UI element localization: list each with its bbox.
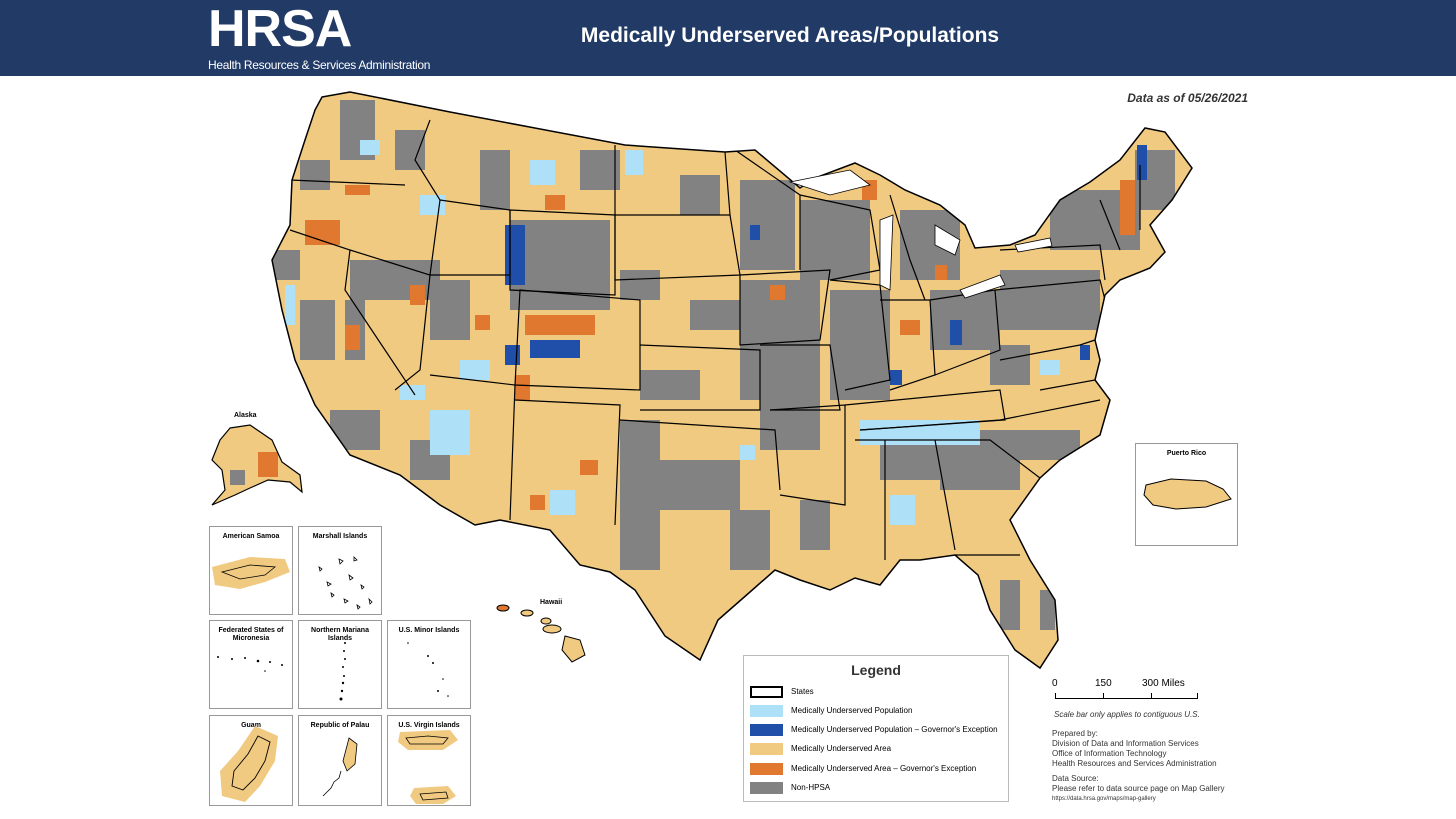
us-map <box>211 91 1193 670</box>
header-banner: HRSA Health Resources & Services Adminis… <box>0 0 1456 76</box>
hawaii-map <box>496 604 586 663</box>
legend-label: States <box>791 687 814 696</box>
guam-inset: Guam <box>209 715 293 806</box>
data-source-label: Data Source: <box>1052 774 1099 783</box>
alaska-label: Alaska <box>234 412 257 419</box>
american-samoa-inset: American Samoa <box>209 526 293 615</box>
legend-label: Medically Underserved Population – Gover… <box>791 725 998 734</box>
legend-label: Medically Underserved Area <box>791 744 892 753</box>
inset-title-wrap: Federated States of Micronesia <box>210 627 292 643</box>
inset-title: Marshall Islands <box>312 533 368 540</box>
inset-title: Northern Mariana Islands <box>311 627 369 642</box>
marshall-islands-map <box>318 556 373 610</box>
legend-swatch <box>750 705 783 717</box>
palau-inset: Republic of Palau <box>298 715 382 806</box>
scale-tick-mark <box>1103 693 1104 699</box>
scale-tick-300: 300 Miles <box>1142 678 1185 689</box>
logo-wordmark: HRSA <box>208 0 352 58</box>
legend-swatch <box>750 686 783 698</box>
us-minor-islands-map <box>407 642 449 697</box>
logo-subtitle: Health Resources & Services Administrati… <box>208 58 431 72</box>
legend-label: Medically Underserved Area – Governor's … <box>791 764 977 773</box>
legend-swatch <box>750 763 783 775</box>
palau-map <box>322 737 358 797</box>
inset-title: Guam <box>241 722 261 729</box>
legend-title: Legend <box>851 662 901 678</box>
credit-line: Health Resources and Services Administra… <box>1052 759 1217 768</box>
micronesia-inset: Federated States of Micronesia <box>209 620 293 709</box>
legend-swatch <box>750 743 783 755</box>
hawaii-label: Hawaii <box>540 599 563 606</box>
us-minor-islands-inset: U.S. Minor Islands <box>387 620 471 709</box>
legend-swatch <box>750 724 783 736</box>
hrsa-logo[interactable]: HRSA Health Resources & Services Adminis… <box>208 0 430 74</box>
credits-block: Prepared by: Division of Data and Inform… <box>1052 729 1225 804</box>
prepared-by-label: Prepared by: <box>1052 729 1098 738</box>
american-samoa-map <box>212 557 290 589</box>
northern-mariana-inset: Northern Mariana Islands <box>298 620 382 709</box>
inset-title: American Samoa <box>222 533 280 540</box>
virgin-islands-inset: U.S. Virgin Islands <box>387 715 471 806</box>
scale-tick-mark <box>1151 693 1152 699</box>
scale-bar: 0 150 300 Miles Scale bar only applies t… <box>1052 678 1232 723</box>
legend-label: Medically Underserved Population <box>791 706 913 715</box>
inset-title-line1: Federated States of <box>218 627 284 634</box>
alaska-map <box>211 424 303 506</box>
legend-label: Non-HPSA <box>791 783 831 792</box>
scale-note: Scale bar only applies to contiguous U.S… <box>1054 710 1200 719</box>
micronesia-map <box>217 656 283 672</box>
map-legend: Legend States Medically Underserved Popu… <box>743 655 1009 802</box>
data-source-text: Please refer to data source page on Map … <box>1052 784 1225 793</box>
northern-mariana-map <box>339 642 346 701</box>
inset-title: Republic of Palau <box>310 722 370 729</box>
marshall-islands-inset: Marshall Islands <box>298 526 382 615</box>
puerto-rico-map <box>1143 478 1232 510</box>
map-title: Medically Underserved Areas/Populations <box>580 24 1000 47</box>
scale-tick-mark <box>1197 693 1198 699</box>
inset-title: U.S. Minor Islands <box>398 627 460 634</box>
guam-map <box>220 726 278 802</box>
credit-line: Division of Data and Information Service… <box>1052 739 1199 748</box>
scale-tick-mark <box>1055 693 1056 699</box>
contiguous-us <box>272 92 1192 668</box>
data-source-url[interactable]: https://data.hrsa.gov/maps/map-gallery <box>1052 796 1156 802</box>
inset-title-line2: Micronesia <box>232 635 270 642</box>
scale-line <box>1055 698 1197 699</box>
scale-tick-150: 150 <box>1095 678 1112 689</box>
legend-swatch <box>750 782 783 794</box>
data-date: Data as of 05/26/2021 <box>1127 91 1248 105</box>
inset-title: Puerto Rico <box>1166 450 1207 457</box>
inset-title: U.S. Virgin Islands <box>398 722 460 729</box>
credit-line: Office of Information Technology <box>1052 749 1167 758</box>
puerto-rico-inset: Puerto Rico <box>1135 443 1238 546</box>
scale-tick-0: 0 <box>1052 678 1058 689</box>
virgin-islands-map <box>398 730 458 804</box>
